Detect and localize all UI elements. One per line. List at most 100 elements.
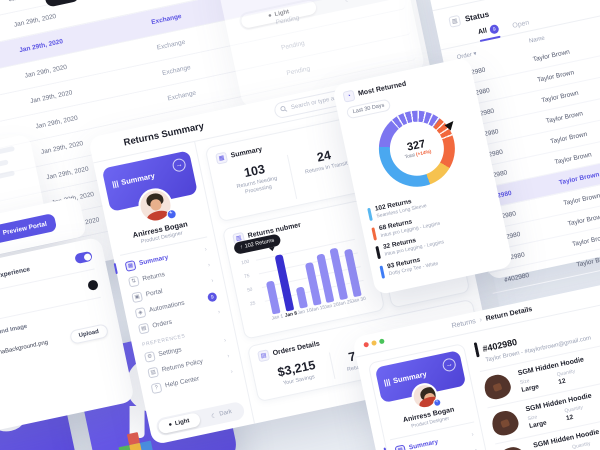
y-tick-label: 25 [249, 301, 257, 308]
stat-returns-needing-processing: 103 Returns Needing Processing [218, 155, 296, 214]
chevron-right-icon: › [207, 261, 211, 269]
tab-count-badge: 9 [488, 23, 500, 35]
returns-icon: ⇅ [127, 275, 140, 288]
file-name: WhaBackground.png [0, 339, 49, 358]
chevron-right-icon: › [210, 277, 215, 284]
maximize-icon[interactable] [378, 338, 385, 345]
card-title: Most Returned [357, 80, 407, 98]
collapse-sidebar-button[interactable]: → [171, 157, 187, 173]
search-input[interactable]: Search or type a command ⌘F [272, 71, 425, 119]
chart-bar[interactable] [265, 280, 281, 315]
setting-label: Customize experience [0, 265, 31, 286]
chevron-right-icon: › [217, 308, 221, 316]
light-icon: ● [267, 12, 273, 20]
moon-icon: ☾ [344, 0, 351, 4]
upload-button[interactable]: Upload [68, 323, 110, 345]
dark-mode-option[interactable]: ☾ Dark [316, 0, 393, 13]
summary-icon: ▦ [394, 443, 407, 450]
sidebar-item-label: Orders [151, 318, 173, 330]
chevron-right-icon: › [226, 352, 231, 360]
minimize-icon[interactable] [371, 340, 377, 346]
status-filter-icon: ▥ [448, 14, 462, 28]
y-tick-label: 75 [243, 273, 251, 280]
sidebar-item-label: Help Center [164, 375, 200, 390]
hoodie-shape [488, 407, 522, 439]
hoodie-shape [481, 371, 514, 403]
light-mode-option[interactable]: ● Light [240, 0, 318, 30]
product-image [488, 407, 522, 439]
sidebar-item-label: Summary [408, 438, 439, 450]
chevron-right-icon: › [478, 316, 483, 324]
chevron-right-icon: › [471, 431, 475, 438]
card-title: Summary [230, 145, 263, 160]
legend-color-bar [379, 265, 385, 279]
x-tick-label: Jan 30 [351, 296, 367, 305]
avatar [134, 185, 176, 226]
summary-card-icon: ▦ [214, 151, 229, 165]
light-label: Light [274, 9, 290, 19]
light-icon: ● [168, 421, 173, 429]
dark-mode-option[interactable]: ☾ Dark [200, 403, 244, 425]
most-returned-icon: ◔ [342, 89, 356, 103]
legend-color-bar [371, 226, 377, 241]
preview-portal-button[interactable]: ▦ Preview Portal [0, 212, 58, 246]
summary-icon: ▦ [124, 259, 137, 272]
period-label: Last 30 Days [352, 102, 385, 116]
chevron-right-icon: › [204, 246, 208, 253]
portal-icon: ▣ [131, 290, 144, 303]
dark-label: Dark [352, 0, 366, 1]
y-tick-label: 50 [246, 287, 254, 294]
tab-label: Open [511, 19, 531, 30]
sidebar-item-label: Portal [145, 287, 164, 299]
collapse-sidebar-button[interactable]: → [441, 357, 457, 373]
color-swatch-black[interactable] [87, 279, 99, 292]
edit-avatar-badge[interactable]: + [432, 397, 443, 408]
legend-color-bar [375, 245, 381, 260]
tab-label: All [477, 27, 488, 37]
hoodie-shape [496, 443, 530, 450]
total-units-label: Total [404, 153, 416, 161]
toggle-on[interactable] [74, 250, 93, 265]
sidebar-nav: ▦ Summary › ⇅ Returns › ▣ Portal › ◈ Automations 9 ▤… [120, 236, 225, 338]
close-icon[interactable] [363, 341, 370, 348]
returns-policy-icon: ▥ [147, 366, 160, 379]
chevron-right-icon: › [223, 337, 227, 344]
notification-badge: 9 [206, 291, 218, 303]
product-image [496, 443, 530, 450]
order-id-marker [473, 342, 480, 358]
breadcrumb-return-details: Return Details [485, 305, 534, 323]
avatar [409, 380, 441, 412]
edit-avatar-badge[interactable]: + [165, 208, 178, 221]
dashboard-window: Returns Summary Search or type a command… [88, 65, 496, 446]
sidebar-item-label: Settings [157, 346, 183, 358]
legend-color-bar [367, 207, 373, 222]
settings-icon: ⚙ [143, 350, 156, 363]
y-tick-label: 100 [240, 259, 250, 267]
button-label: Preview Portal [2, 220, 48, 237]
bar-chart-plot: 25 50 75 100 Jan 1 Jan 8 ↑ 102 Returns Jan 10 Jan… [233, 233, 367, 322]
legend-text: 93 Returns Dotty Crop Tee - White [386, 253, 438, 277]
dark-label: Dark [218, 409, 233, 418]
chart-bar[interactable] [295, 286, 308, 309]
help-center-icon: ? [150, 381, 163, 394]
light-mode-option[interactable]: ● Light [157, 412, 201, 435]
x-tick-label: Jan 8 [284, 311, 298, 320]
sidebar-item-label: Summary [138, 254, 169, 268]
search-icon [280, 106, 288, 112]
x-tick-label: Jan 1 [271, 314, 284, 322]
brand-logo: ||| [383, 377, 392, 388]
light-label: Light [174, 418, 191, 428]
sidebar-item-label: Returns [141, 271, 166, 283]
brand-logo: ||| [111, 178, 120, 189]
product-image [481, 371, 514, 403]
arrow-up-icon: ↑ [239, 244, 244, 251]
orders-icon: ▤ [137, 322, 150, 334]
theme-toggle[interactable]: ● Light ☾ Dark [237, 0, 397, 32]
breadcrumb-returns[interactable]: Returns [451, 317, 477, 330]
brand-name: Summary [120, 171, 156, 187]
